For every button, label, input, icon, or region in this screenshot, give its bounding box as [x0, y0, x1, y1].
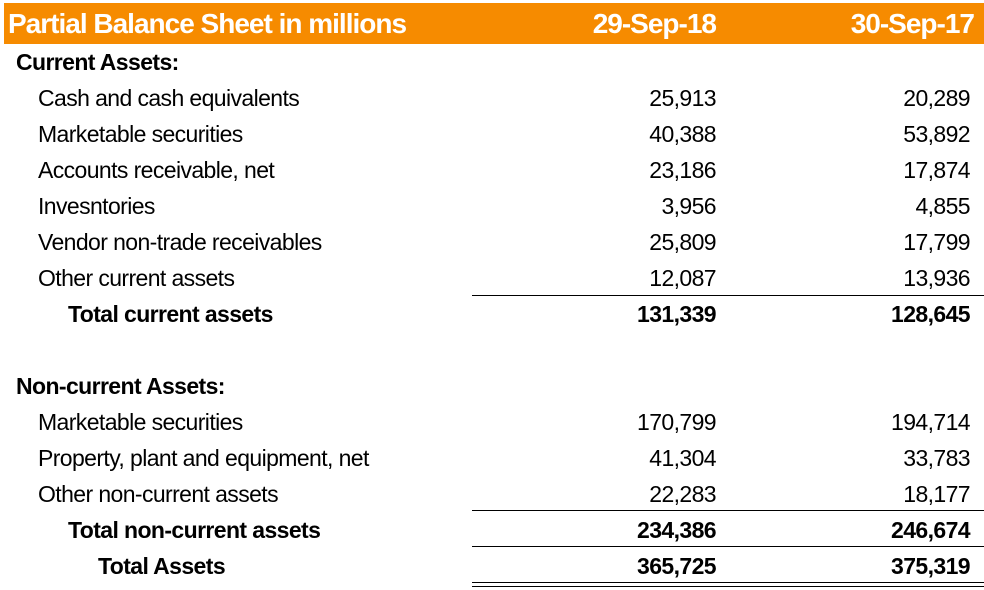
- value-2018: 25,913: [649, 85, 716, 111]
- row-label: Total current assets: [68, 301, 273, 327]
- table-row: Total Assets 365,725 375,319: [0, 548, 984, 584]
- row-label: Property, plant and equipment, net: [38, 445, 369, 471]
- table-row: Accounts receivable, net 23,186 17,874: [0, 152, 984, 188]
- value-2017: 13,936: [903, 265, 970, 291]
- value-2017: 20,289: [903, 85, 970, 111]
- table-row: Other non-current assets 22,283 18,177: [0, 476, 984, 512]
- section-header-row: Non-current Assets:: [0, 368, 984, 404]
- table-row: Property, plant and equipment, net 41,304…: [0, 440, 984, 476]
- value-2018: 23,186: [649, 157, 716, 183]
- column-header-2017: 30-Sep-17: [850, 8, 975, 39]
- value-2018: 234,386: [637, 517, 717, 543]
- row-label: Current Assets:: [16, 49, 179, 75]
- column-header-2018: 29-Sep-18: [592, 8, 717, 39]
- row-label: Vendor non-trade receivables: [38, 229, 322, 255]
- row-label: Accounts receivable, net: [38, 157, 275, 183]
- value-2018: 170,799: [637, 409, 717, 435]
- value-2017: 33,783: [903, 445, 970, 471]
- row-label: Invesntories: [38, 193, 155, 219]
- value-2017: 18,177: [903, 481, 970, 507]
- subtotal-rule: [472, 510, 984, 511]
- value-2018: 365,725: [637, 553, 717, 579]
- value-2018: 131,339: [637, 301, 717, 327]
- table-row: Total non-current assets 234,386 246,674: [0, 512, 984, 548]
- value-2017: 194,714: [891, 409, 971, 435]
- value-2017: 17,874: [903, 157, 970, 183]
- row-label: Marketable securities: [38, 121, 243, 147]
- table-row: Vendor non-trade receivables 25,809 17,799: [0, 224, 984, 260]
- value-2017: 53,892: [903, 121, 970, 147]
- row-label: Cash and cash equivalents: [38, 85, 300, 111]
- subtotal-rule: [472, 295, 984, 296]
- value-2018: 12,087: [649, 265, 716, 291]
- table-row: Invesntories 3,956 4,855: [0, 188, 984, 224]
- row-label: Other current assets: [38, 265, 235, 291]
- row-label: Other non-current assets: [38, 481, 279, 507]
- table-title: Partial Balance Sheet in millions: [8, 8, 407, 39]
- value-2018: 22,283: [649, 481, 716, 507]
- value-2017: 4,855: [915, 193, 970, 219]
- spacer-row: [0, 332, 984, 368]
- table-row: Total current assets 131,339 128,645: [0, 296, 984, 332]
- table-row: Other current assets 12,087 13,936: [0, 260, 984, 296]
- table-row: Cash and cash equivalents 25,913 20,289: [0, 80, 984, 116]
- value-2018: 3,956: [661, 193, 716, 219]
- value-2017: 17,799: [903, 229, 970, 255]
- value-2018: 25,809: [649, 229, 716, 255]
- row-label: Non-current Assets:: [16, 373, 225, 399]
- row-label: Total non-current assets: [68, 517, 321, 543]
- table-header: Partial Balance Sheet in millions 29-Sep…: [4, 3, 984, 44]
- row-label: Total Assets: [98, 553, 226, 579]
- double-underline: [472, 582, 984, 587]
- value-2018: 40,388: [649, 121, 716, 147]
- table-row: Marketable securities 170,799 194,714: [0, 404, 984, 440]
- value-2017: 128,645: [891, 301, 971, 327]
- section-header-row: Current Assets:: [0, 44, 984, 80]
- table-row: Marketable securities 40,388 53,892: [0, 116, 984, 152]
- total-rule: [472, 546, 984, 547]
- value-2017: 246,674: [891, 517, 971, 543]
- row-label: Marketable securities: [38, 409, 243, 435]
- value-2017: 375,319: [891, 553, 971, 579]
- value-2018: 41,304: [649, 445, 716, 471]
